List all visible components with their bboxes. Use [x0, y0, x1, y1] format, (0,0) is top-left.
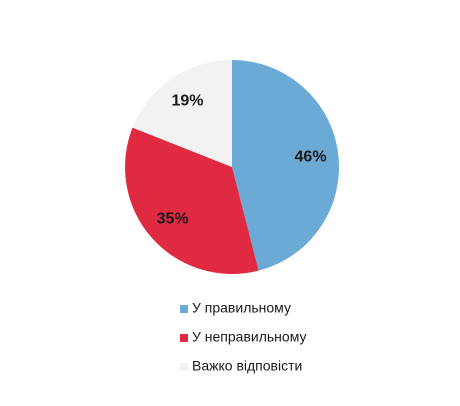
legend-swatch: [180, 363, 188, 371]
legend-swatch: [180, 334, 188, 342]
value-label: 19%: [171, 93, 203, 110]
pie-slice: [124, 127, 259, 274]
pie-slice: [232, 60, 339, 271]
value-label: 46%: [295, 148, 327, 165]
legend-label: У неправильному: [192, 329, 306, 345]
legend-swatch: [180, 305, 188, 313]
pie-slice: [132, 60, 232, 167]
legend-label: Важко відповісти: [192, 358, 302, 374]
legend-label: У правильному: [192, 300, 291, 316]
value-label: 35%: [157, 211, 189, 228]
